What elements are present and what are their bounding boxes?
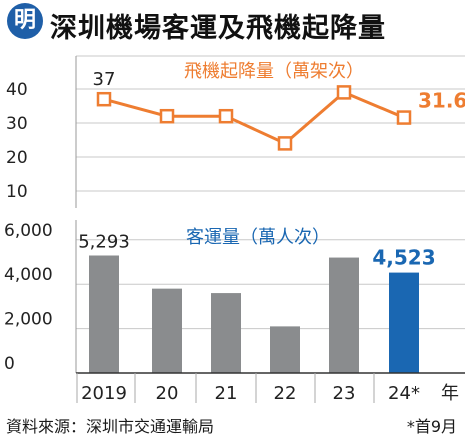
data-label: 4,523	[372, 246, 435, 270]
x-tick-label: 20	[156, 383, 179, 404]
x-tick-label: 2019	[81, 383, 127, 404]
line-chart-title: 飛機起降量（萬架次）	[184, 61, 364, 82]
x-tick-label: 22	[274, 383, 297, 404]
y-tick-label: 2,000	[4, 310, 53, 330]
bar-chart-title: 客運量（萬人次）	[186, 227, 330, 248]
x-tick-label: 24*	[388, 383, 420, 404]
bar	[329, 257, 359, 373]
bar	[389, 272, 419, 373]
x-tick-label: 23	[333, 383, 356, 404]
data-point	[96, 91, 112, 107]
y-tick-label: 6,000	[4, 221, 53, 241]
x-axis-unit: 年	[441, 383, 459, 404]
y-tick-label: 4,000	[4, 265, 53, 285]
data-point	[336, 85, 352, 100]
y-tick-label: 0	[4, 354, 15, 374]
footnote: *首9月	[406, 417, 457, 436]
logo: 明	[7, 3, 43, 39]
bar	[152, 288, 182, 373]
data-label: 37	[93, 69, 116, 90]
series-line	[103, 90, 405, 146]
y-tick-label: 40	[6, 80, 28, 100]
chart-title: 深圳機場客運及飛機起降量	[50, 13, 386, 44]
bar	[270, 326, 300, 373]
y-tick-label: 20	[6, 148, 28, 168]
y-tick-label: 30	[6, 114, 28, 134]
x-axis: 2019 20 21 22 23 24* 年	[76, 372, 465, 404]
y-tick-label: 10	[6, 182, 28, 202]
data-label: 5,293	[78, 231, 130, 252]
data-point	[277, 136, 293, 151]
x-tick-label: 21	[215, 383, 238, 404]
data-point	[218, 108, 234, 124]
source-note: 資料來源：深圳市交通運輸局	[6, 417, 215, 436]
line-chart: 10 20 30 40 飛機起降量（萬架次） 37 31.6	[6, 55, 465, 208]
data-label: 31.6	[418, 89, 465, 113]
data-point	[396, 110, 412, 125]
bar	[89, 255, 119, 373]
bar	[211, 293, 241, 373]
header: 明 深圳機場客運及飛機起降量	[0, 0, 465, 44]
data-point	[159, 108, 175, 124]
bar-chart: 0 2,000 4,000 6,000 客運量（萬人次） 5,293 4,523	[4, 220, 465, 374]
